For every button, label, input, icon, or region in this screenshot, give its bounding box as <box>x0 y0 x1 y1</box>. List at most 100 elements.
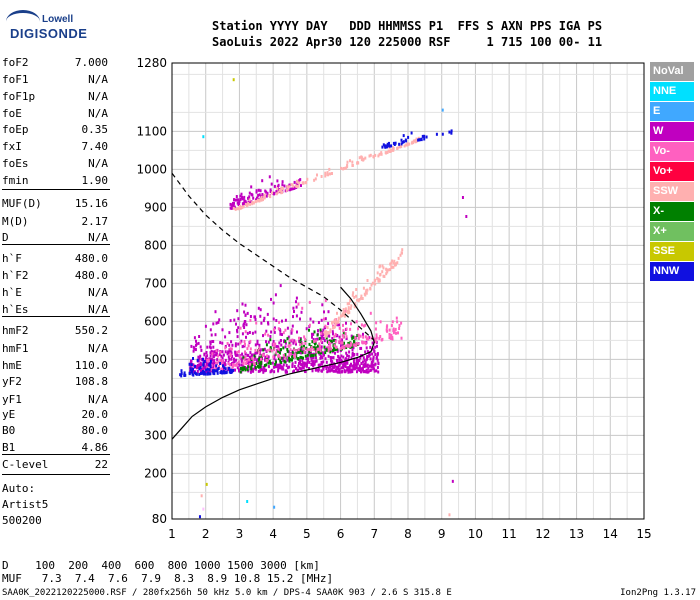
echo-point <box>380 152 383 156</box>
echo-point <box>277 349 279 353</box>
echo-point <box>337 320 340 324</box>
echo-point <box>223 366 226 370</box>
echo-point <box>323 339 326 343</box>
echo-point <box>240 363 243 367</box>
echo-point <box>364 360 367 364</box>
echo-point <box>247 358 250 362</box>
echo-point <box>417 138 420 142</box>
echo-point <box>308 367 310 370</box>
echo-point <box>320 369 323 373</box>
echo-point <box>270 297 272 301</box>
echo-point <box>251 353 253 357</box>
echo-point <box>299 355 302 359</box>
echo-point <box>323 317 325 321</box>
echo-point <box>385 151 388 155</box>
echo-point <box>395 316 398 320</box>
echo-point <box>247 361 249 365</box>
echo-point <box>346 354 349 358</box>
echo-point <box>202 370 204 373</box>
echo-point <box>388 328 391 332</box>
echo-point <box>269 338 272 342</box>
echo-point <box>357 368 360 372</box>
echo-point <box>337 364 340 368</box>
echo-point <box>394 327 397 331</box>
echo-point <box>356 334 359 337</box>
echo-point <box>324 357 327 361</box>
echo-point <box>306 177 309 181</box>
echo-point <box>355 344 357 347</box>
param-row: M(D) 2.17 <box>2 215 108 229</box>
y-tick-label: 900 <box>144 200 167 214</box>
echo-point <box>372 347 375 351</box>
echo-point <box>197 341 200 345</box>
echo-point <box>379 273 382 277</box>
echo-point <box>386 144 389 148</box>
echo-point <box>302 345 305 349</box>
echo-point <box>246 368 249 372</box>
echo-point <box>379 264 382 268</box>
echo-point <box>284 318 287 322</box>
echo-point <box>368 353 371 357</box>
echo-point <box>232 364 235 368</box>
echo-point <box>226 352 229 356</box>
param-value: 108.8 <box>74 375 108 388</box>
echo-point <box>286 358 289 362</box>
echo-point <box>219 341 222 345</box>
echo-point <box>410 131 413 135</box>
echo-point <box>213 350 216 354</box>
echo-point <box>379 335 382 338</box>
echo-point <box>365 288 368 292</box>
echo-point <box>273 344 276 348</box>
echo-point <box>259 349 262 352</box>
echo-point <box>398 142 401 146</box>
echo-point <box>259 369 261 373</box>
param-row: foEs N/A <box>2 157 108 171</box>
echo-point <box>218 353 221 357</box>
echo-point <box>207 358 210 362</box>
echo-point <box>211 366 214 370</box>
echo-point <box>267 361 270 365</box>
echo-point <box>280 361 283 364</box>
echo-point <box>277 327 280 331</box>
echo-point <box>273 348 276 352</box>
echo-point <box>372 355 375 359</box>
echo-point <box>253 315 256 319</box>
echo-point <box>243 201 246 205</box>
echo-point <box>180 369 183 373</box>
echo-point <box>265 340 267 344</box>
param-name: B0 <box>2 424 16 437</box>
echo-point <box>202 363 205 367</box>
echo-point <box>334 351 336 355</box>
echo-point <box>222 353 225 357</box>
echo-point <box>349 159 351 163</box>
echo-point <box>240 339 243 343</box>
echo-point <box>345 327 348 331</box>
echo-point <box>199 345 202 349</box>
echo-point <box>400 336 403 340</box>
echo-point <box>241 332 244 336</box>
echo-point <box>263 366 266 370</box>
echo-point <box>215 364 218 368</box>
echo-point <box>330 359 332 363</box>
echo-point <box>391 320 394 324</box>
param-row: foF1 N/A <box>2 73 108 87</box>
echo-point <box>218 365 220 369</box>
echo-point <box>260 321 263 325</box>
param-name: foF2 <box>2 56 29 69</box>
echo-point <box>236 330 239 334</box>
echo-point <box>344 332 347 336</box>
echo-point <box>401 141 404 144</box>
echo-point <box>323 330 326 334</box>
echo-point <box>200 348 203 352</box>
echo-point <box>249 347 252 351</box>
echo-point <box>331 172 333 175</box>
echo-point <box>298 336 300 340</box>
echo-point <box>376 358 379 362</box>
echo-point <box>266 312 269 316</box>
echo-point <box>272 301 275 305</box>
echo-point <box>370 283 373 287</box>
echo-point <box>203 360 206 363</box>
echo-point <box>380 151 383 155</box>
echo-point <box>361 368 364 372</box>
echo-point <box>376 344 378 348</box>
